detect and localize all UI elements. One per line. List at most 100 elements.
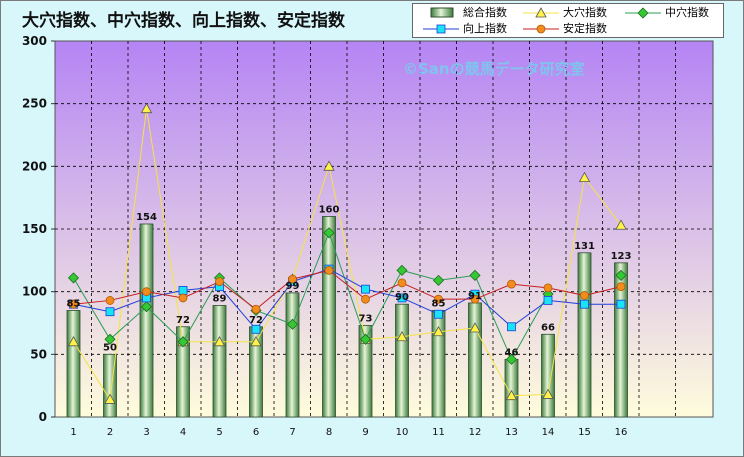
data-point — [215, 277, 224, 287]
bar — [395, 303, 409, 418]
data-point — [67, 335, 80, 347]
data-point — [361, 294, 370, 304]
bar — [468, 302, 482, 418]
bar — [176, 326, 190, 418]
bar-data-label: 91 — [468, 291, 482, 302]
series-line — [73, 269, 622, 310]
data-point — [213, 335, 226, 347]
data-point — [543, 296, 553, 305]
data-point — [361, 284, 370, 294]
data-point — [397, 278, 407, 288]
legend-triangle-icon — [523, 7, 559, 18]
bar-data-label: 46 — [505, 347, 519, 358]
y-tick-label: 150 — [22, 222, 47, 236]
x-tick-label: 2 — [107, 427, 113, 438]
bar-data-label: 85 — [67, 298, 81, 309]
x-tick-label: 9 — [362, 427, 368, 438]
bar — [66, 310, 81, 418]
data-point — [396, 264, 408, 276]
data-point — [578, 171, 591, 183]
bar-data-label: 73 — [359, 314, 373, 325]
bar-data-label: 50 — [103, 342, 117, 353]
data-point — [616, 299, 626, 309]
data-point — [67, 272, 80, 284]
y-tick-label: 250 — [22, 97, 47, 111]
legend: 総合指数 大穴指数 中穴指数 向上指数 安定指数 — [412, 3, 724, 38]
data-point — [323, 160, 335, 171]
data-point — [142, 287, 151, 297]
data-point — [104, 393, 116, 404]
x-tick-label: 6 — [253, 427, 259, 438]
data-point — [507, 322, 516, 332]
legend-label: 中穴指数 — [665, 6, 709, 19]
data-point — [542, 388, 554, 399]
bar-data-label: 123 — [611, 251, 632, 262]
data-point — [288, 274, 297, 284]
watermark: ©Sanの競馬データ研究室 — [403, 60, 585, 78]
y-tick-label: 50 — [30, 347, 47, 361]
data-point — [178, 286, 188, 295]
data-point — [507, 279, 516, 289]
data-point — [177, 336, 189, 348]
data-point — [359, 333, 372, 345]
bar — [212, 305, 227, 418]
data-point — [178, 293, 188, 303]
data-point — [251, 324, 261, 334]
x-tick-label: 10 — [396, 427, 409, 438]
bar-data-label: 72 — [176, 315, 190, 326]
data-point — [396, 330, 408, 342]
bar-data-label: 90 — [395, 292, 409, 303]
y-tick-label: 200 — [22, 159, 47, 173]
data-point — [432, 325, 445, 337]
chart-title: 大穴指数、中穴指数、向上指数、安定指数 — [22, 11, 345, 31]
series-line — [73, 108, 622, 401]
bar-data-label: 66 — [541, 322, 555, 333]
data-point — [105, 296, 115, 305]
data-point — [616, 282, 626, 292]
bar — [577, 252, 592, 418]
x-tick-label: 5 — [216, 427, 222, 438]
legend-label: 向上指数 — [463, 22, 507, 35]
x-tick-label: 7 — [289, 427, 295, 438]
data-point — [543, 283, 553, 293]
x-tick-label: 11 — [432, 427, 445, 438]
data-point — [505, 389, 518, 401]
x-tick-label: 12 — [469, 427, 482, 438]
legend-circle-icon — [523, 24, 559, 34]
data-point — [397, 293, 407, 303]
legend-label: 総合指数 — [463, 6, 507, 19]
data-point — [615, 269, 627, 281]
data-point — [323, 227, 335, 239]
bar-data-label: 85 — [432, 298, 446, 309]
data-point — [470, 294, 480, 304]
bar-data-label: 89 — [213, 293, 227, 304]
data-point — [434, 294, 443, 304]
x-tick-label: 1 — [70, 427, 76, 438]
legend-square-icon — [423, 24, 459, 34]
series-line — [73, 268, 621, 331]
x-tick-label: 4 — [180, 427, 186, 438]
data-point — [69, 299, 78, 309]
data-point — [250, 335, 262, 347]
x-tick-label: 16 — [615, 427, 628, 438]
data-point — [469, 322, 481, 333]
legend-label: 安定指数 — [563, 22, 607, 35]
data-point — [286, 318, 299, 330]
bar — [358, 325, 373, 418]
y-tick-label: 100 — [22, 285, 47, 299]
bar — [139, 223, 154, 418]
data-point — [432, 274, 445, 286]
data-point — [580, 291, 589, 300]
bar-data-label: 160 — [319, 204, 340, 215]
y-tick-label: 300 — [22, 34, 47, 48]
data-point — [580, 299, 589, 309]
data-point — [105, 307, 115, 317]
x-tick-label: 3 — [143, 427, 149, 438]
legend-diamond-icon — [625, 7, 661, 19]
bar-data-label: 72 — [249, 315, 263, 326]
legend-bar-swatch-icon — [430, 7, 454, 18]
data-point — [505, 353, 518, 365]
bar-data-label: 131 — [574, 241, 595, 252]
data-point — [251, 304, 261, 314]
